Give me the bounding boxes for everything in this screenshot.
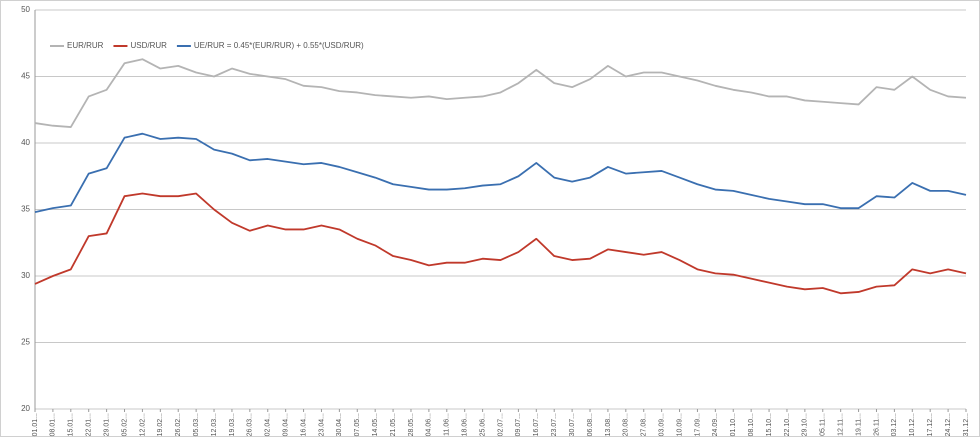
- x-tick-label: 25.06...: [479, 413, 486, 436]
- x-tick-label: 17.09...: [694, 413, 701, 436]
- x-tick-label: 12.02...: [139, 413, 146, 436]
- x-tick-label: 08.10...: [748, 413, 755, 436]
- legend-label: EUR/RUR: [67, 41, 104, 50]
- x-tick-label: 12.11...: [838, 413, 845, 436]
- x-tick-label: 08.01...: [50, 413, 57, 436]
- x-tick-label: 26.03...: [247, 413, 254, 436]
- y-tick-label: 35: [21, 205, 30, 214]
- x-tick-label: 29.10...: [802, 413, 809, 436]
- x-tick-label: 19.03...: [229, 413, 236, 436]
- x-tick-label: 31.12...: [963, 413, 970, 436]
- x-tick-label: 04.06...: [426, 413, 433, 436]
- x-tick-label: 03.09...: [658, 413, 665, 436]
- x-tick-label: 22.10...: [784, 413, 791, 436]
- x-tick-label: 19.02...: [157, 413, 164, 436]
- x-tick-label: 29.01...: [103, 413, 110, 436]
- x-tick-label: 09.04...: [282, 413, 289, 436]
- x-tick-label: 19.11...: [855, 413, 862, 436]
- x-tick-label: 05.02...: [121, 413, 128, 436]
- legend-label: USD/RUR: [130, 41, 167, 50]
- x-tick-label: 24.12...: [945, 413, 952, 436]
- x-tick-label: 18.06...: [462, 413, 469, 436]
- x-tick-label: 11.06...: [444, 413, 451, 436]
- x-tick-label: 05.03...: [193, 413, 200, 436]
- y-tick-label: 40: [21, 138, 30, 147]
- x-tick-label: 09.07...: [515, 413, 522, 436]
- x-tick-label: 03.12...: [891, 413, 898, 436]
- x-tick-label: 28.05...: [408, 413, 415, 436]
- x-tick-label: 02.07...: [497, 413, 504, 436]
- y-tick-label: 20: [21, 404, 30, 413]
- x-tick-label: 15.10...: [766, 413, 773, 436]
- x-tick-label: 12.03...: [211, 413, 218, 436]
- x-tick-label: 06.08...: [587, 413, 594, 436]
- x-tick-label: 05.11...: [820, 413, 827, 436]
- x-tick-label: 16.04...: [300, 413, 307, 436]
- y-tick-label: 25: [21, 338, 30, 347]
- x-tick-label: 24.09...: [712, 413, 719, 436]
- legend-label: UE/RUR = 0.45*(EUR/RUR) + 0.55*(USD/RUR): [194, 41, 364, 50]
- x-tick-label: 21.05...: [390, 413, 397, 436]
- x-tick-label: 10.12...: [909, 413, 916, 436]
- series-line: [34, 132, 967, 214]
- x-tick-label: 13.08...: [605, 413, 612, 436]
- x-tick-label: 23.07...: [551, 413, 558, 436]
- x-tick-label: 27.08...: [641, 413, 648, 436]
- x-tick-label: 02.04...: [265, 413, 272, 436]
- series-line: [34, 192, 967, 295]
- x-tick-label: 22.01...: [86, 413, 93, 436]
- x-tick-label: 26.11...: [873, 413, 880, 436]
- x-tick-label: 30.07...: [569, 413, 576, 436]
- y-tick-label: 45: [21, 72, 30, 81]
- x-tick-label: 15.01...: [68, 413, 75, 436]
- x-tick-label: 10.09...: [676, 413, 683, 436]
- x-tick-label: 01.10...: [730, 413, 737, 436]
- x-tick-label: 17.12...: [927, 413, 934, 436]
- x-tick-label: 01.01...: [32, 413, 39, 436]
- series-line: [34, 58, 967, 128]
- x-tick-label: 26.02...: [175, 413, 182, 436]
- x-tick-label: 07.05...: [354, 413, 361, 436]
- x-tick-label: 16.07...: [533, 413, 540, 436]
- y-tick-label: 50: [21, 5, 30, 14]
- y-tick-label: 30: [21, 271, 30, 280]
- x-tick-label: 23.04...: [318, 413, 325, 436]
- x-tick-label: 14.05...: [372, 413, 379, 436]
- x-tick-label: 30.04...: [336, 413, 343, 436]
- x-tick-label: 20.08...: [623, 413, 630, 436]
